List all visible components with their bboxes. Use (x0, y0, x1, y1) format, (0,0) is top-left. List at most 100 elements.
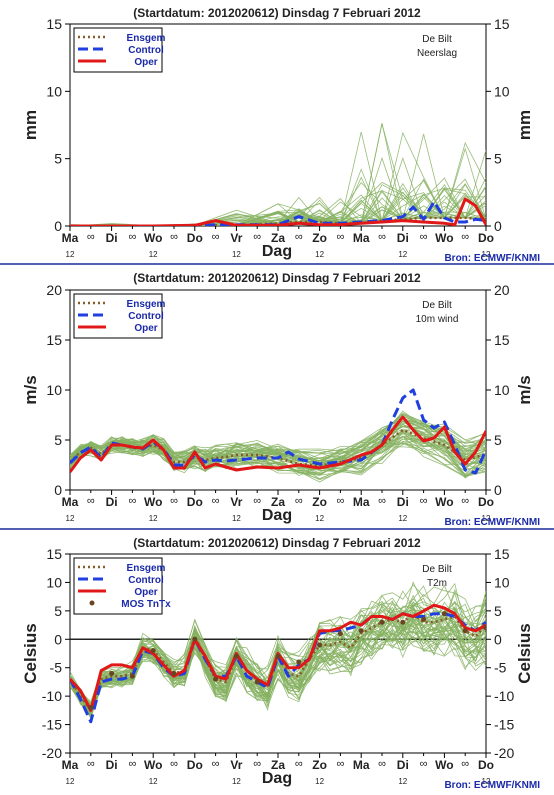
y-tick-label-left: -5 (50, 660, 63, 676)
plot-area (70, 122, 486, 226)
x-hour-marker: ∞ (212, 758, 220, 770)
legend-box (73, 27, 163, 73)
mos-point (379, 619, 385, 625)
x-hour-label: 12 (232, 514, 241, 523)
x-day-label: Do (187, 495, 203, 509)
x-day-label: Vr (230, 231, 242, 245)
ensemble-member-line (70, 581, 486, 710)
x-hour-label: 12 (232, 250, 241, 259)
legend-label: Control (128, 311, 164, 322)
x-hour-label: 12 (315, 777, 324, 786)
y-tick-label-right: 0 (494, 631, 502, 647)
y-tick-label-left: 5 (54, 603, 62, 619)
series-line-oper (70, 415, 486, 473)
mos-point (150, 648, 156, 654)
y-axis-label-left: Celsius (21, 623, 40, 683)
x-hour-marker: ∞ (378, 231, 386, 243)
y-tick-label-left: -15 (42, 717, 62, 733)
mos-point (421, 616, 427, 622)
y-tick-label-right: -15 (494, 717, 514, 733)
mos-point (275, 653, 281, 659)
x-hour-marker: ∞ (420, 495, 428, 507)
y-tick-label-left: 20 (46, 282, 62, 298)
x-axis-label: Dag (262, 507, 292, 524)
x-day-label: Ma (62, 231, 79, 245)
x-hour-label: 12 (398, 777, 407, 786)
x-day-label: Do (187, 758, 203, 772)
ensemble-member-line (70, 122, 486, 226)
y-axis-label-right: Celsius (515, 623, 534, 683)
x-hour-marker: ∞ (420, 231, 428, 243)
x-axis-label: Dag (262, 243, 292, 260)
x-hour-label: 12 (149, 777, 158, 786)
mos-point (358, 628, 364, 634)
y-tick-label-right: 0 (494, 218, 502, 234)
x-day-label: Do (478, 231, 494, 245)
plot-area (70, 388, 486, 483)
y-tick-label-right: 5 (494, 432, 502, 448)
x-hour-marker: ∞ (253, 758, 261, 770)
ensemble-member-line (70, 628, 486, 719)
y-tick-label-left: -20 (42, 745, 62, 761)
x-day-label: Di (397, 758, 409, 772)
y-tick-label-right: 15 (494, 16, 510, 32)
x-day-label: Wo (435, 231, 453, 245)
x-hour-marker: ∞ (170, 231, 178, 243)
x-hour-label: 12 (398, 514, 407, 523)
x-hour-label: 12 (66, 777, 75, 786)
y-axis-label-right: m/s (515, 375, 534, 404)
x-hour-marker: ∞ (170, 495, 178, 507)
x-hour-marker: ∞ (336, 495, 344, 507)
x-hour-marker: ∞ (253, 495, 261, 507)
y-tick-label-left: 0 (54, 482, 62, 498)
mos-point (441, 611, 447, 617)
ensemble-member-line (70, 123, 486, 226)
x-hour-marker: ∞ (461, 231, 469, 243)
x-day-label: Di (106, 231, 118, 245)
y-tick-label-right: 20 (494, 282, 510, 298)
legend-label: Oper (134, 57, 157, 68)
x-day-label: Ma (62, 495, 79, 509)
x-day-label: Za (271, 758, 285, 772)
x-day-label: Wo (435, 758, 453, 772)
y-tick-label-right: -5 (494, 660, 507, 676)
x-hour-marker: ∞ (295, 231, 303, 243)
source-label: Bron: ECMWF/KNMI (444, 780, 540, 791)
x-hour-marker: ∞ (212, 231, 220, 243)
x-day-label: Di (397, 231, 409, 245)
x-hour-marker: ∞ (212, 495, 220, 507)
mos-point (192, 636, 198, 642)
chart-header: (Startdatum: 2012020612) Dinsdag 7 Febru… (133, 271, 421, 285)
ensemble-member-line (70, 149, 486, 226)
x-day-label: Vr (230, 758, 242, 772)
x-hour-label: 12 (66, 250, 75, 259)
legend-label: Ensgem (127, 299, 166, 310)
x-hour-label: 12 (149, 250, 158, 259)
x-day-label: Ma (62, 758, 79, 772)
x-hour-label: 12 (315, 250, 324, 259)
x-hour-marker: ∞ (378, 495, 386, 507)
x-hour-marker: ∞ (461, 495, 469, 507)
source-label: Bron: ECMWF/KNMI (444, 517, 540, 528)
y-tick-label-left: 0 (54, 631, 62, 647)
y-tick-label-right: -10 (494, 688, 514, 704)
y-tick-label-right: 15 (494, 332, 510, 348)
x-hour-label: 12 (482, 514, 491, 523)
ensemble-member-line (70, 588, 486, 704)
x-day-label: Ma (353, 758, 370, 772)
x-day-label: Di (397, 495, 409, 509)
legend-box (73, 293, 163, 339)
y-tick-label-right: 10 (494, 574, 510, 590)
x-hour-marker: ∞ (87, 231, 95, 243)
y-tick-label-left: 15 (46, 16, 62, 32)
x-day-label: Ma (353, 495, 370, 509)
x-hour-marker: ∞ (253, 231, 261, 243)
series-line-ensgem (70, 428, 486, 468)
legend-label: Ensgem (127, 563, 166, 574)
y-tick-label-left: 5 (54, 151, 62, 167)
y-tick-label-left: 5 (54, 432, 62, 448)
y-tick-label-right: 5 (494, 151, 502, 167)
mos-point (88, 705, 94, 711)
mos-point (400, 619, 406, 625)
